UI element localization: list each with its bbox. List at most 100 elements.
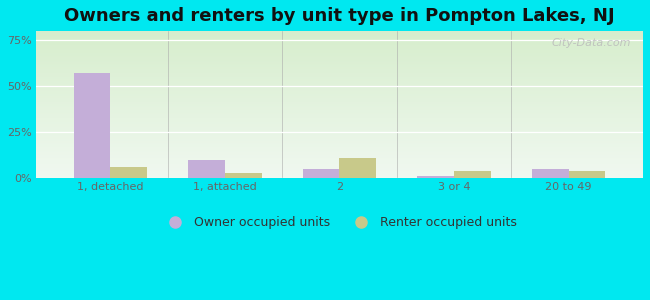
Bar (36, 146, 643, 147)
Bar (36, 40, 643, 41)
Bar (36, 170, 643, 171)
Bar (36, 148, 643, 149)
Bar (36, 90, 643, 91)
Bar (36, 129, 643, 130)
Bar (36, 73, 643, 74)
Bar (36, 123, 643, 124)
Bar (36, 60, 643, 61)
Bar (36, 108, 643, 109)
Bar (36, 116, 643, 117)
Bar (36, 44, 643, 45)
Bar (36, 77, 643, 78)
Bar (36, 98, 643, 99)
Bar (36, 122, 643, 123)
Bar (36, 176, 643, 177)
Bar (36, 119, 643, 120)
Bar (36, 131, 643, 132)
Bar (36, 104, 643, 105)
Bar (36, 114, 643, 115)
Bar (36, 66, 643, 67)
Bar (36, 139, 643, 140)
Bar (36, 74, 643, 75)
Bar (36, 55, 643, 56)
Bar (36, 82, 643, 83)
Bar (303, 169, 339, 178)
Bar (339, 158, 376, 178)
Bar (36, 86, 643, 87)
Bar (36, 169, 643, 170)
Bar (36, 169, 643, 170)
Bar (36, 99, 643, 100)
Bar (36, 31, 643, 32)
Bar (36, 151, 643, 152)
Bar (36, 35, 643, 36)
Bar (36, 154, 643, 155)
Bar (36, 34, 643, 35)
Bar (36, 103, 643, 104)
Bar (36, 100, 643, 101)
Bar (36, 172, 643, 173)
Bar (36, 69, 643, 70)
Bar (36, 155, 643, 156)
Bar (36, 120, 643, 121)
Bar (36, 165, 643, 166)
Bar (36, 145, 643, 146)
Bar (36, 57, 643, 58)
Bar (36, 71, 643, 72)
Bar (532, 169, 569, 178)
Bar (36, 84, 643, 85)
Bar (36, 56, 643, 57)
Bar (36, 161, 643, 162)
Bar (36, 80, 643, 81)
Bar (36, 61, 643, 62)
Bar (36, 143, 643, 144)
Bar (36, 50, 643, 51)
Bar (36, 150, 643, 151)
Bar (36, 76, 643, 77)
Bar (36, 147, 643, 148)
Bar (36, 78, 643, 79)
Bar (36, 115, 643, 116)
Bar (36, 32, 643, 33)
Bar (36, 79, 643, 80)
Bar (36, 160, 643, 161)
Bar (36, 154, 643, 155)
Bar (36, 91, 643, 92)
Bar (36, 45, 643, 46)
Bar (36, 47, 643, 48)
Bar (36, 152, 643, 153)
Bar (36, 173, 643, 174)
Title: Owners and renters by unit type in Pompton Lakes, NJ: Owners and renters by unit type in Pompt… (64, 7, 615, 25)
Bar (36, 157, 643, 158)
Bar (36, 149, 643, 150)
Bar (36, 92, 643, 93)
Bar (36, 132, 643, 133)
Bar (36, 81, 643, 82)
Bar (36, 106, 643, 107)
Bar (36, 166, 643, 167)
Bar (36, 168, 643, 169)
Bar (36, 133, 643, 134)
Bar (36, 112, 643, 113)
Bar (36, 130, 643, 131)
Bar (36, 135, 643, 136)
Bar (225, 173, 261, 178)
Bar (36, 89, 643, 90)
Bar (36, 111, 643, 112)
Bar (36, 110, 643, 111)
Bar (36, 67, 643, 68)
Bar (36, 94, 643, 95)
Bar (36, 96, 643, 97)
Bar (36, 158, 643, 159)
Bar (36, 51, 643, 52)
Bar (36, 136, 643, 137)
Bar (36, 167, 643, 168)
Bar (36, 93, 643, 94)
Bar (36, 83, 643, 84)
Bar (36, 41, 643, 42)
Bar (36, 88, 643, 89)
Bar (36, 124, 643, 125)
Bar (36, 64, 643, 65)
Bar (36, 164, 643, 165)
Bar (36, 46, 643, 47)
